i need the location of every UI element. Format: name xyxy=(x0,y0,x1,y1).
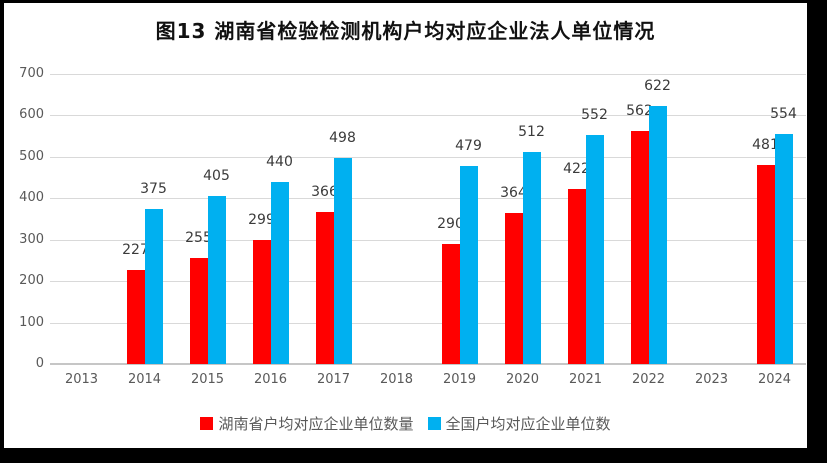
bar-value-label: 481 xyxy=(752,136,779,153)
gridline xyxy=(50,74,806,75)
bar-value-label: 622 xyxy=(644,78,671,95)
bar-hunan xyxy=(441,243,460,364)
bar-national xyxy=(333,157,352,364)
legend-swatch-icon xyxy=(200,417,214,430)
bar-national xyxy=(207,196,226,364)
bar-hunan xyxy=(252,240,271,364)
bar-hunan xyxy=(504,213,523,364)
bar-value-label: 299 xyxy=(248,212,275,229)
bar-value-label: 440 xyxy=(266,153,293,170)
chart-canvas: 图13 湖南省检验检测机构户均对应企业法人单位情况 0 100 200 300 400 5… xyxy=(4,3,807,448)
bar-value-label: 422 xyxy=(563,161,590,178)
x-axis-line xyxy=(50,363,806,365)
x-tick-label: 2018 xyxy=(379,372,414,387)
bar-hunan xyxy=(756,164,775,364)
bar-value-label: 498 xyxy=(329,129,356,146)
bar-value-label: 290 xyxy=(437,215,464,232)
legend-item-hunan: 湖南省户均对应企业单位数量 xyxy=(200,413,414,434)
gridline xyxy=(50,239,806,241)
gridline xyxy=(50,156,806,158)
gridline xyxy=(50,198,806,200)
x-tick-label: 2019 xyxy=(442,372,477,387)
bar-hunan xyxy=(315,212,334,364)
bar-value-label: 479 xyxy=(455,137,482,154)
y-tick-label: 500 xyxy=(19,148,44,164)
legend-swatch-icon xyxy=(427,417,441,430)
y-tick-label: 200 xyxy=(19,273,44,289)
x-tick-label: 2020 xyxy=(505,372,540,387)
y-tick-label: 100 xyxy=(19,314,44,330)
y-tick-label: 0 xyxy=(35,356,44,371)
x-tick-label: 2022 xyxy=(631,372,666,387)
bar-value-label: 366 xyxy=(311,184,338,201)
y-tick-label: 400 xyxy=(19,190,44,206)
x-tick-label: 2017 xyxy=(316,372,351,387)
gridline xyxy=(50,281,806,283)
bar-national xyxy=(459,165,478,364)
bar-value-label: 375 xyxy=(140,180,167,197)
x-tick-label: 2013 xyxy=(64,372,99,387)
x-tick-label: 2023 xyxy=(694,372,729,387)
x-tick-label: 2024 xyxy=(757,372,792,387)
x-tick-label: 2014 xyxy=(127,372,162,387)
y-tick-label: 700 xyxy=(19,66,44,81)
gridline xyxy=(50,115,806,117)
bar-national xyxy=(585,135,604,364)
bar-hunan xyxy=(567,189,586,364)
plot-area: 0 100 200 300 400 500 600 700 2013 2014 2015 2016 20… xyxy=(4,3,807,448)
bar-value-label: 554 xyxy=(770,106,797,123)
bar-value-label: 255 xyxy=(185,230,212,247)
bar-value-label: 562 xyxy=(626,103,653,120)
bar-national xyxy=(522,151,541,364)
bar-national xyxy=(144,208,163,364)
legend: 湖南省户均对应企业单位数量 全国户均对应企业单位数 xyxy=(4,413,807,434)
bar-value-label: 364 xyxy=(500,185,527,202)
bar-hunan xyxy=(630,131,649,364)
chart-title: 图13 湖南省检验检测机构户均对应企业法人单位情况 xyxy=(155,19,656,43)
bar-value-label: 512 xyxy=(518,123,545,140)
y-tick-label: 600 xyxy=(19,107,44,123)
x-tick-label: 2021 xyxy=(568,372,603,387)
legend-label: 全国户均对应企业单位数 xyxy=(445,415,611,433)
legend-label: 湖南省户均对应企业单位数量 xyxy=(218,415,414,433)
bar-hunan xyxy=(126,269,145,364)
bar-national xyxy=(648,106,667,364)
gridline xyxy=(50,322,806,324)
bar-hunan xyxy=(189,258,208,364)
bar-value-label: 552 xyxy=(581,107,608,124)
y-tick-label: 300 xyxy=(19,231,44,247)
bar-national xyxy=(774,134,793,364)
x-tick-label: 2016 xyxy=(253,372,288,387)
x-tick-label: 2015 xyxy=(190,372,225,387)
legend-item-national: 全国户均对应企业单位数 xyxy=(427,413,611,434)
bar-value-label: 405 xyxy=(203,168,230,185)
bar-national xyxy=(270,181,289,364)
bar-value-label: 227 xyxy=(122,241,149,258)
